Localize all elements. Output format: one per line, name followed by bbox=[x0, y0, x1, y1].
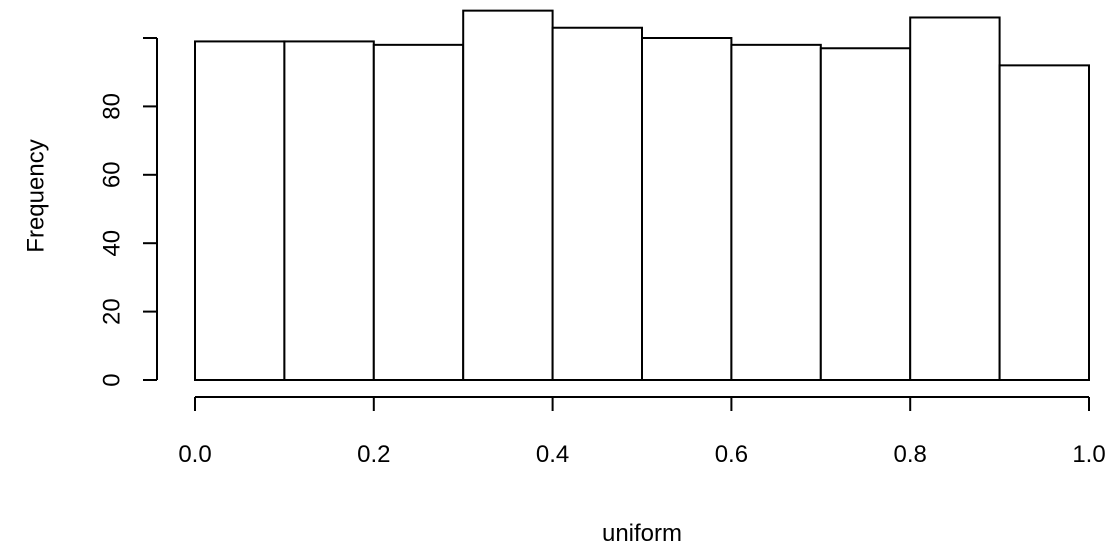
y-tick-label-3: 60 bbox=[99, 161, 126, 188]
y-tick-label-1: 20 bbox=[99, 298, 126, 325]
y-axis-label: Frequency bbox=[23, 139, 50, 252]
histogram-bar-7 bbox=[819, 47, 912, 381]
histogram-bar-1 bbox=[283, 40, 375, 381]
y-tick-label-0: 0 bbox=[99, 373, 126, 386]
histogram-bar-0 bbox=[194, 40, 286, 381]
histogram-bar-5 bbox=[641, 37, 733, 381]
x-axis-label: uniform bbox=[602, 520, 682, 547]
x-tick-label-2: 0.4 bbox=[536, 441, 569, 468]
histogram-bar-9 bbox=[998, 64, 1090, 382]
x-tick-label-5: 1.0 bbox=[1072, 441, 1105, 468]
x-tick-label-1: 0.2 bbox=[357, 441, 390, 468]
x-tick-label-4: 0.8 bbox=[894, 441, 927, 468]
x-tick-label-0: 0.0 bbox=[178, 441, 211, 468]
x-tick-label-3: 0.6 bbox=[715, 441, 748, 468]
y-axis: 0 20 40 60 80 bbox=[99, 37, 158, 387]
histogram-bar-3 bbox=[462, 9, 554, 381]
x-axis: 0.0 0.2 0.4 0.6 0.8 1.0 bbox=[178, 396, 1106, 468]
histogram-bar-2 bbox=[372, 43, 465, 382]
histogram-bar-4 bbox=[551, 26, 643, 382]
histogram-bar-8 bbox=[909, 16, 1001, 381]
y-tick-label-2: 40 bbox=[99, 230, 126, 257]
histogram-bar-6 bbox=[730, 43, 822, 382]
y-tick-label-4: 80 bbox=[99, 93, 126, 120]
bars-group bbox=[194, 9, 1090, 382]
